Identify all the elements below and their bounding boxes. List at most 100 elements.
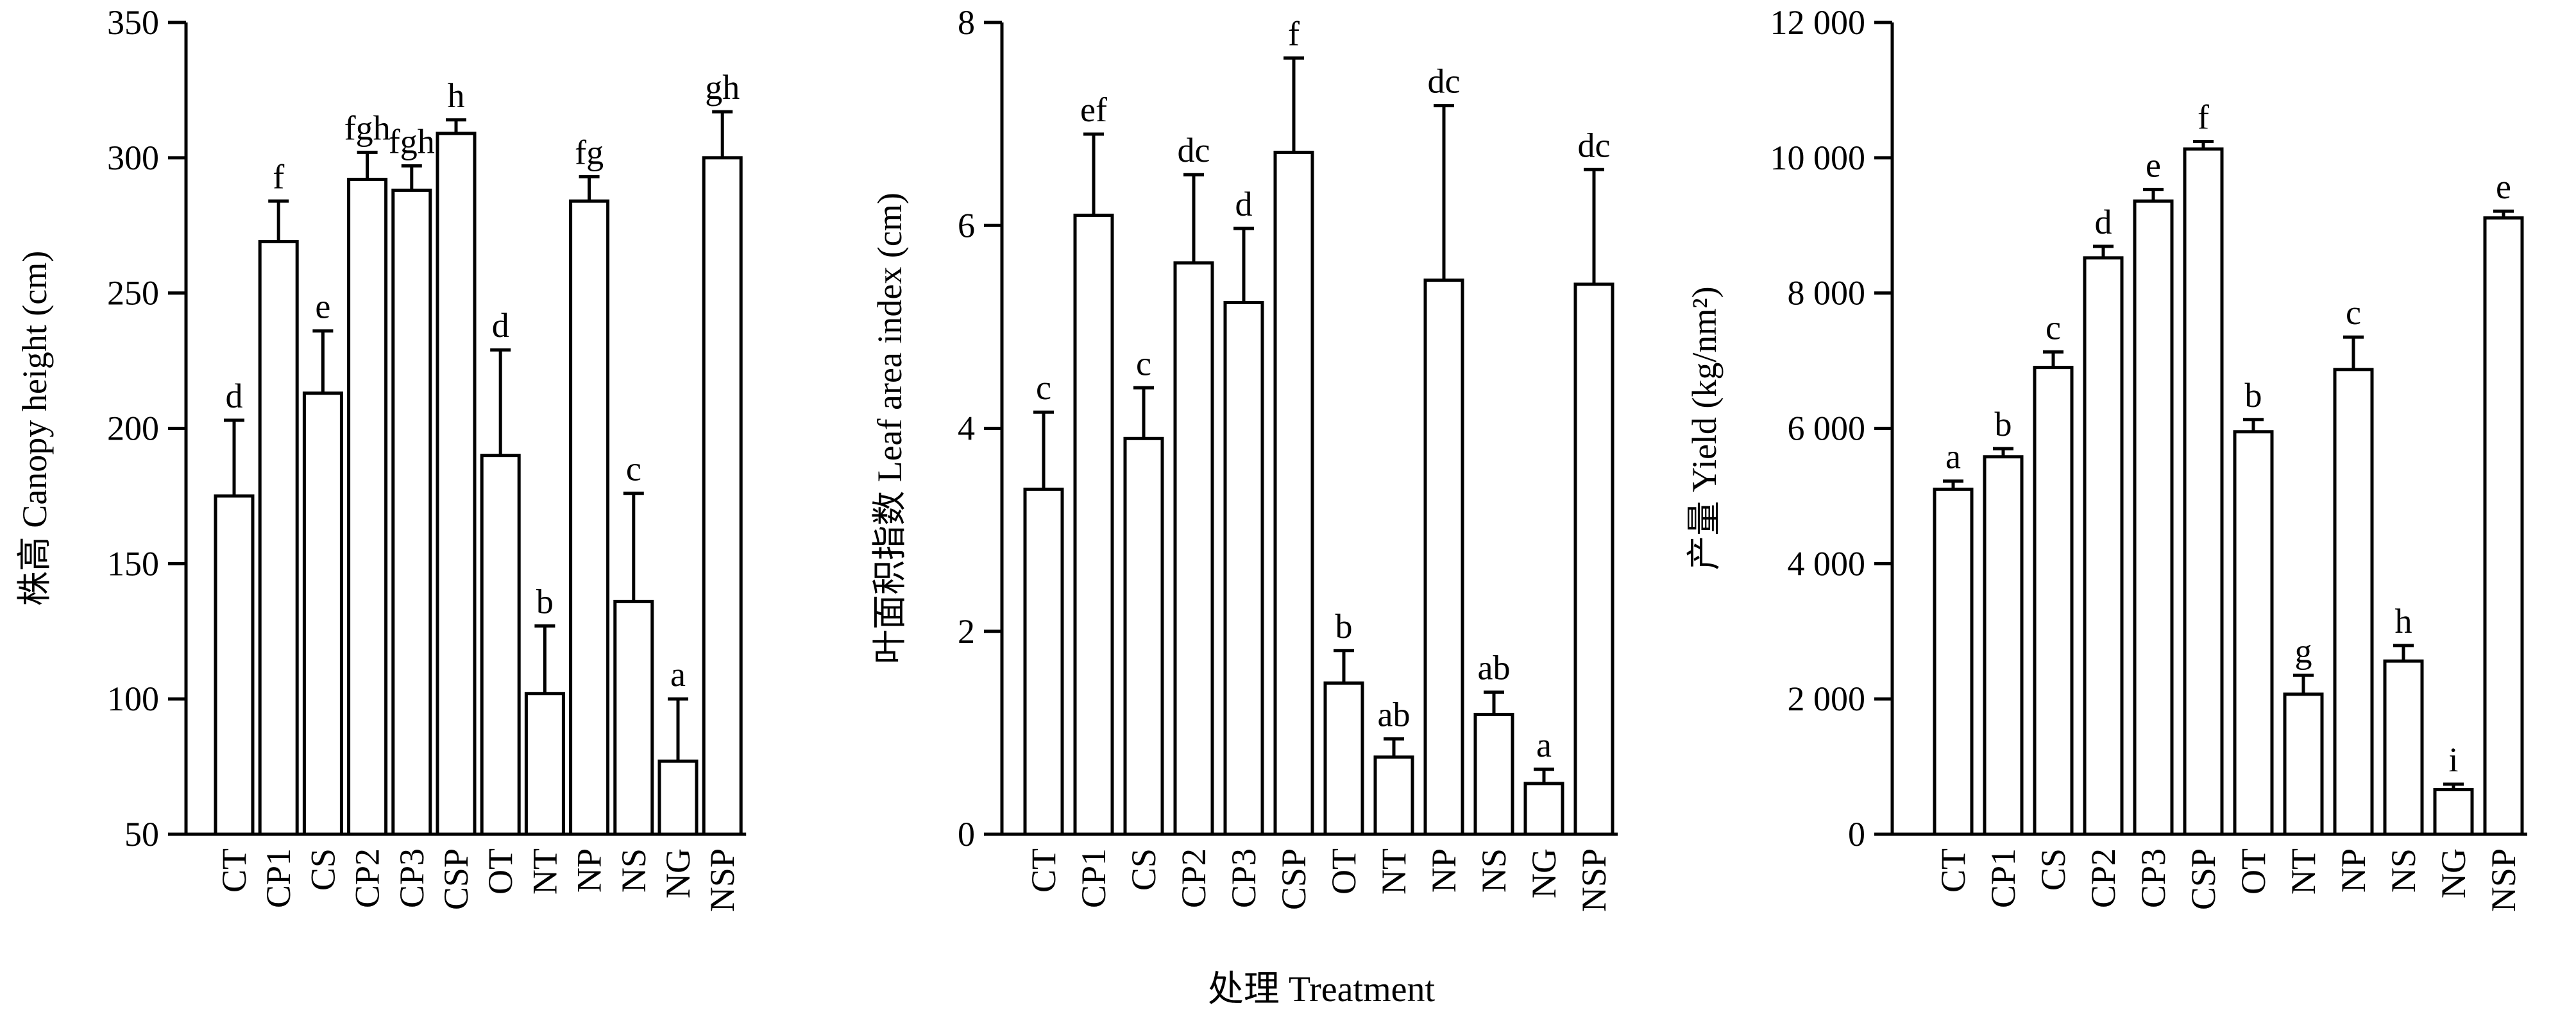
category-label: CP1: [259, 848, 298, 908]
category-label: NSP: [2484, 848, 2523, 912]
bar-nt: [524, 692, 565, 836]
significance-label: ef: [1080, 90, 1107, 129]
y-tick-label: 50: [124, 815, 159, 853]
significance-label: e: [2146, 146, 2161, 184]
significance-label: h: [2395, 602, 2412, 640]
significance-label: h: [448, 76, 465, 115]
significance-label: b: [536, 582, 554, 621]
significance-label: f: [2198, 98, 2209, 137]
bar-cp1: [1983, 455, 2024, 836]
bar-cp2: [1173, 261, 1214, 836]
y-tick-label: 0: [1848, 815, 1865, 853]
y-tick-label: 4: [958, 409, 975, 448]
bar-cp1: [258, 240, 299, 836]
bar-np: [569, 199, 610, 836]
significance-label: gh: [705, 68, 740, 107]
y-tick-label: 150: [107, 544, 159, 583]
category-label: CT: [1934, 848, 1972, 893]
category-label: CSP: [437, 848, 475, 910]
bar-ng: [1523, 782, 1564, 836]
category-label: NSP: [703, 848, 741, 912]
bar-ng: [2433, 787, 2474, 836]
category-label: NS: [2384, 848, 2423, 893]
category-label: CSP: [2184, 848, 2223, 910]
category-label: CP1: [1074, 848, 1113, 908]
category-label: NS: [614, 848, 653, 893]
y-tick-label: 10 000: [1770, 139, 1866, 177]
bar-ct: [214, 494, 255, 836]
significance-label: ab: [1378, 695, 1411, 733]
y-axis-title: 株高 Canopy height (cm): [15, 251, 54, 606]
bar-cs: [302, 391, 343, 836]
category-label: CT: [215, 848, 253, 893]
y-tick-label: 4 000: [1788, 544, 1866, 583]
significance-label: fgh: [389, 122, 435, 160]
category-label: CP2: [2084, 848, 2123, 908]
bar-csp: [2183, 147, 2224, 836]
significance-label: f: [273, 157, 284, 196]
bar-ot: [480, 454, 521, 836]
category-label: CP2: [348, 848, 387, 908]
significance-label: b: [2245, 376, 2262, 415]
bar-cs: [2033, 366, 2074, 836]
y-tick-label: 12 000: [1770, 3, 1866, 42]
y-tick-label: 8: [958, 3, 975, 42]
bar-ns: [613, 599, 654, 836]
y-tick-label: 250: [107, 274, 159, 313]
bar-nsp: [702, 156, 743, 836]
category-label: CP3: [1224, 848, 1263, 908]
y-axis-title: 产量 Yield (kg/nm²): [1685, 286, 1724, 570]
significance-label: g: [2295, 631, 2312, 670]
category-label: NG: [659, 848, 697, 898]
y-tick-label: 8 000: [1788, 274, 1866, 313]
bar-nsp: [2483, 216, 2524, 836]
y-tick-label: 2 000: [1788, 680, 1866, 718]
bar-ns: [1473, 712, 1514, 836]
category-label: NSP: [1575, 848, 1613, 912]
significance-label: c: [2346, 293, 2361, 332]
category-label: OT: [1325, 848, 1363, 895]
category-label: NP: [1425, 848, 1463, 893]
significance-label: dc: [1428, 62, 1461, 101]
bar-nsp: [1573, 282, 1614, 836]
y-tick-label: 0: [958, 815, 975, 853]
bar-ot: [2233, 430, 2274, 836]
bar-cp2: [2083, 256, 2124, 836]
y-tick-label: 300: [107, 139, 159, 177]
significance-label: a: [1536, 726, 1552, 764]
category-label: OT: [481, 848, 520, 895]
y-tick-label: 2: [958, 612, 975, 651]
bar-cp1: [1073, 213, 1114, 836]
significance-label: a: [670, 655, 686, 694]
bar-cp3: [391, 188, 432, 836]
category-label: CT: [1024, 848, 1063, 893]
category-label: CS: [1124, 848, 1163, 891]
category-label: CS: [303, 848, 342, 891]
chart-canopy-height: 50 100 150 200 250 300 350 株高 Canopy height (cm…: [15, 3, 747, 912]
bar-np: [2333, 368, 2374, 836]
significance-label: fgh: [344, 108, 391, 147]
significance-label: c: [626, 450, 641, 488]
category-label: OT: [2234, 848, 2273, 895]
significance-label: c: [1136, 344, 1151, 382]
bar-cs: [1123, 436, 1164, 836]
category-label: CSP: [1275, 848, 1313, 910]
significance-label: e: [315, 287, 330, 326]
y-tick-label: 100: [107, 680, 159, 718]
y-tick-label: 350: [107, 3, 159, 42]
category-label: NG: [2434, 848, 2473, 898]
category-label: NP: [570, 848, 609, 893]
category-label: CP3: [393, 848, 431, 908]
x-axis-title: 处理 Treatment: [1208, 970, 1436, 1009]
bar-cp3: [2133, 199, 2174, 836]
chart-yield: 0 2 000 4 000 6 000 8 000 10 000 12 000 产量 Yiel…: [1685, 3, 2527, 912]
significance-label: b: [1335, 607, 1353, 646]
category-label: CP2: [1174, 848, 1213, 908]
bar-cp2: [347, 178, 388, 836]
category-label: CP3: [2134, 848, 2173, 908]
category-label: NT: [1375, 848, 1413, 895]
bar-cp3: [1223, 300, 1264, 836]
significance-label: c: [1036, 368, 1051, 407]
significance-label: e: [2496, 167, 2511, 206]
